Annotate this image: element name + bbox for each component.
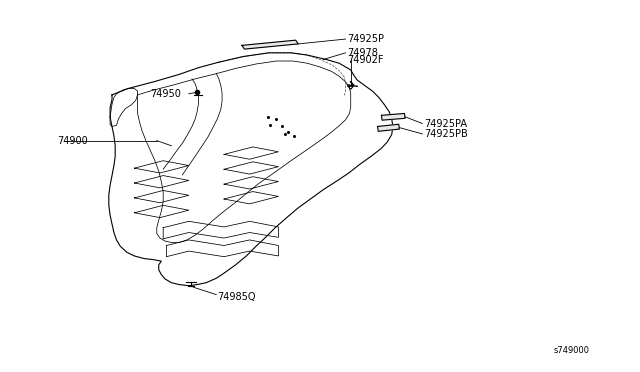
Text: 74900: 74900 — [58, 136, 88, 145]
Text: 74978: 74978 — [347, 48, 378, 58]
Polygon shape — [242, 40, 298, 49]
Polygon shape — [381, 113, 405, 120]
Text: s749000: s749000 — [554, 346, 589, 355]
Text: 74925P: 74925P — [347, 34, 384, 44]
Text: 74925PB: 74925PB — [424, 129, 468, 139]
Text: 74950: 74950 — [150, 89, 181, 99]
Text: 74985Q: 74985Q — [218, 292, 256, 302]
Text: 74925PA: 74925PA — [424, 119, 467, 128]
Text: 74902F: 74902F — [347, 55, 383, 65]
Polygon shape — [378, 124, 399, 131]
